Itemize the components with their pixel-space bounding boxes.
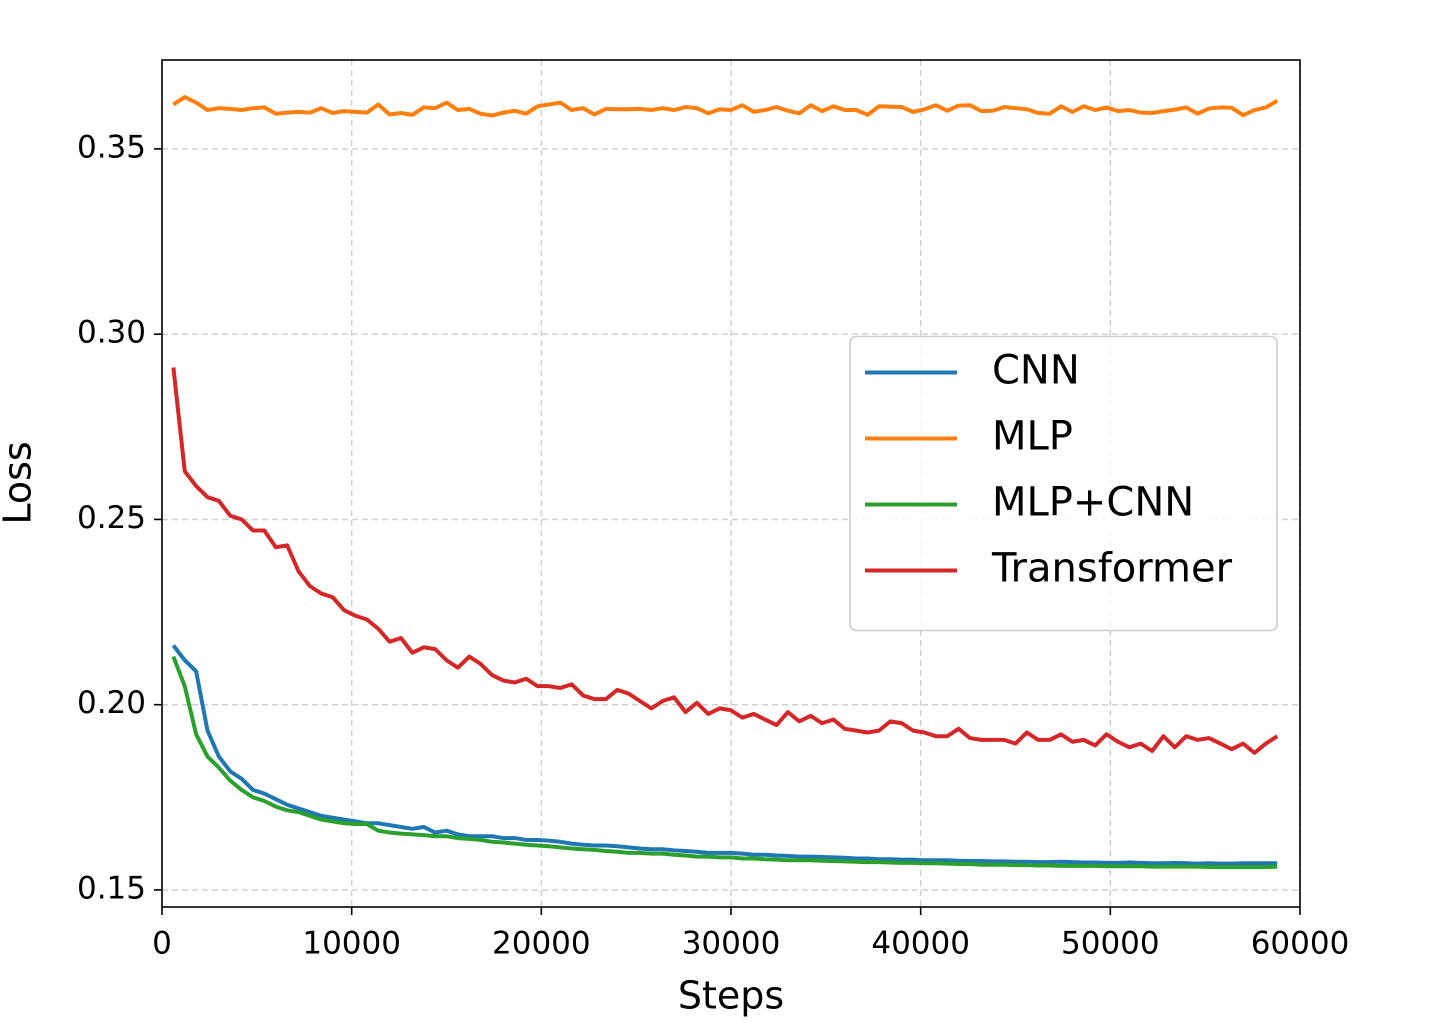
x-tick-label: 10000 xyxy=(302,926,401,962)
x-tick-label: 30000 xyxy=(682,926,781,962)
legend-label: MLP xyxy=(992,414,1073,460)
x-tick-label: 40000 xyxy=(871,926,970,962)
line-series xyxy=(171,367,1279,755)
x-tick-label: 20000 xyxy=(492,926,591,962)
line-series xyxy=(171,644,1278,866)
x-tick-label: 50000 xyxy=(1061,926,1160,962)
legend-label: MLP+CNN xyxy=(992,480,1194,526)
line-series xyxy=(172,95,1279,118)
x-tick-label: 0 xyxy=(152,926,172,962)
y-axis-label: Loss xyxy=(0,441,40,524)
y-tick-label: 0.30 xyxy=(77,315,146,351)
x-tick-label: 60000 xyxy=(1251,926,1350,962)
legend: CNN MLP MLP+CNN Transformer xyxy=(849,335,1278,632)
y-tick-label: 0.25 xyxy=(77,500,146,536)
legend-label: Transformer xyxy=(991,546,1233,592)
x-axis-label: Steps xyxy=(678,974,784,1018)
line-series xyxy=(171,655,1278,869)
plot-frame xyxy=(161,59,1301,908)
y-tick-label: 0.20 xyxy=(77,685,146,721)
y-tick-label: 0.35 xyxy=(77,129,146,165)
legend-box xyxy=(849,335,1278,632)
y-tick-label: 0.15 xyxy=(77,870,146,906)
legend-label: CNN xyxy=(992,348,1080,394)
